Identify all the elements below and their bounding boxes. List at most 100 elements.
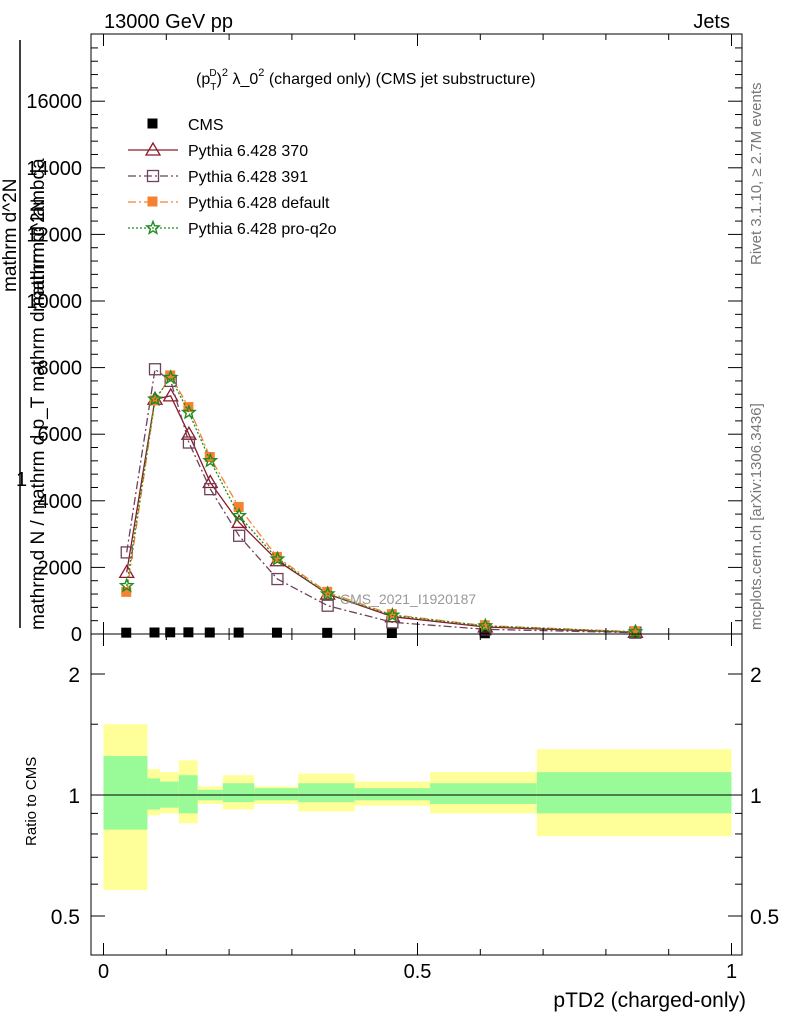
data-point	[149, 627, 160, 638]
legend: CMS Pythia 6.428 370 Pythia 6.428 391 Pythi…	[128, 117, 337, 238]
ratio-ylabel: Ratio to CMS	[23, 757, 40, 846]
data-point	[204, 482, 217, 496]
data-point	[629, 626, 640, 637]
legend-entry: Pythia 6.428 370	[128, 141, 308, 160]
data-point	[269, 550, 286, 566]
data-point	[271, 572, 284, 586]
legend-marker	[147, 118, 158, 129]
series-layer	[118, 363, 644, 639]
main-y-tick-label: 16000	[26, 91, 82, 113]
mcplots-label: mcplots.cern.ch [arXiv:1306.3436]	[748, 403, 765, 630]
data-point	[231, 507, 248, 523]
data-point	[479, 628, 490, 639]
legend-entry: Pythia 6.428 pro-q2o	[128, 219, 337, 238]
ratio-inner-band	[147, 778, 161, 810]
main-y-tick-label: 6000	[38, 424, 83, 446]
data-point	[149, 395, 160, 406]
ratio-bands	[103, 724, 732, 891]
data-point	[322, 627, 333, 638]
data-point	[118, 577, 135, 593]
legend-label: Pythia 6.428 391	[188, 169, 308, 186]
ratio-inner-band	[254, 788, 299, 801]
ylabel-denominator: mathrm d^2N	[0, 179, 21, 292]
ratio-y-tick-label: 1	[68, 785, 80, 808]
ratio-inner-band	[354, 788, 431, 801]
data-point	[165, 370, 176, 381]
series-4	[118, 369, 644, 639]
ratio-y-tick-label: 0.5	[51, 906, 80, 929]
data-point	[165, 627, 176, 638]
legend-marker	[144, 141, 162, 156]
legend-label: Pythia 6.428 pro-q2o	[188, 221, 337, 238]
data-point	[386, 628, 397, 639]
data-point	[271, 551, 282, 562]
ratio-inner-band	[222, 783, 255, 803]
data-point	[146, 390, 164, 407]
chart-title: (pTD)2 λ_02 (charged only) (CMS jet subs…	[196, 67, 536, 93]
legend-entry: Pythia 6.428 391	[128, 169, 308, 186]
ratio-y-tick-label-right: 2	[750, 664, 762, 687]
data-point	[180, 425, 198, 440]
ratio-inner-band	[536, 772, 732, 814]
data-point	[321, 599, 334, 612]
legend-entry: Pythia 6.428 default	[128, 195, 330, 212]
legend-marker	[146, 169, 160, 183]
ratio-y-tick-label: 2	[68, 664, 80, 687]
main-plot-panel: 0 2000 4000 6000 8000 10000 12000 14000 16000 CM…	[0, 33, 743, 646]
data-point	[627, 623, 644, 639]
ratio-y-tick-label-right: 0.5	[750, 906, 779, 929]
data-point	[386, 609, 397, 620]
category-label: Jets	[693, 11, 730, 33]
data-point	[477, 617, 494, 633]
main-y-tick-label: 4000	[38, 491, 83, 513]
data-point	[162, 387, 179, 402]
ylabel-overlay: mathrm d^2N	[28, 199, 49, 312]
series-0	[121, 627, 640, 639]
legend-marker	[144, 219, 162, 235]
legend-label: Pythia 6.428 default	[188, 195, 330, 212]
legend-marker	[147, 196, 158, 207]
main-y-tick-label: 0	[71, 624, 82, 646]
data-point	[148, 363, 162, 376]
main-y-tick-label: 10000	[26, 291, 82, 313]
ratio-inner-band	[430, 783, 537, 804]
legend-label: Pythia 6.428 370	[188, 143, 308, 160]
data-point	[182, 436, 196, 449]
watermark: CMS_2021_I1920187	[340, 591, 476, 607]
x-tick-label: 0.5	[404, 961, 432, 983]
data-point	[183, 627, 194, 638]
ratio-axes: 0.5 0.5 1 1 2 2 0 0.5 1	[51, 634, 779, 983]
ratio-y-tick-label-right: 1	[750, 785, 762, 808]
main-y-tick-label: 14000	[26, 158, 82, 180]
data-point	[233, 501, 244, 512]
data-point	[121, 627, 132, 638]
energy-label: 13000 GeV pp	[104, 11, 233, 33]
main-y-tick-label: 12000	[26, 224, 82, 246]
series-line	[126, 376, 636, 633]
main-y-tick-label: 2000	[38, 557, 83, 579]
legend-label: CMS	[188, 117, 224, 134]
main-y-tick-label: 8000	[38, 358, 83, 380]
main-y-axis: 0 2000 4000 6000 8000 10000 12000 14000 16000	[26, 34, 742, 646]
legend-entry: CMS	[147, 117, 224, 134]
ratio-inner-band	[103, 756, 148, 830]
rivet-label: Rivet 3.1.10, ≥ 2.7M events	[748, 83, 765, 266]
x-tick-label: 1	[726, 961, 737, 983]
data-point	[204, 627, 215, 638]
ratio-plot-panel: 0.5 0.5 1 1 2 2 0 0.5 1 Ratio to CMS pTD2 (charg…	[23, 633, 779, 1012]
data-point	[319, 585, 336, 601]
data-point	[232, 529, 246, 542]
data-point	[202, 452, 219, 468]
ylabel-main: mathrm d N / mathrm d p_T mathrm d mathr…	[28, 158, 49, 630]
data-point	[479, 620, 490, 631]
ratio-inner-band	[298, 783, 355, 803]
data-point	[384, 606, 401, 623]
data-point	[322, 586, 333, 597]
data-point	[121, 586, 132, 597]
ylabel-top: 1	[16, 469, 27, 491]
data-point	[180, 404, 197, 420]
data-point	[271, 627, 282, 638]
x-tick-label: 0	[98, 961, 109, 983]
data-point	[233, 627, 244, 638]
ratio-inner-band	[178, 775, 198, 814]
